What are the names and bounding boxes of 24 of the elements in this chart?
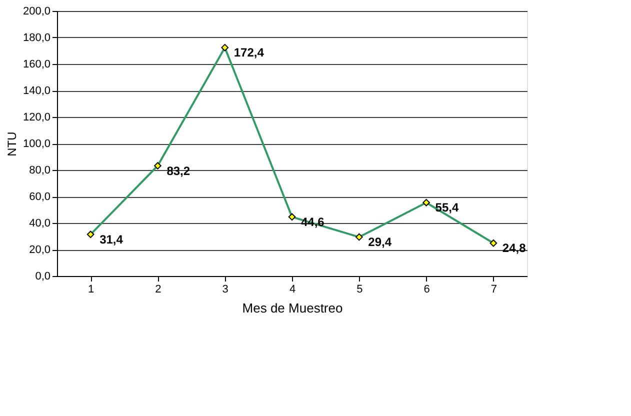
y-axis-title: NTU [4, 132, 19, 156]
y-tick-label: 180,0 [22, 32, 50, 44]
y-tick-label: 40,0 [29, 218, 50, 230]
x-tick-label: 5 [356, 284, 363, 296]
y-tick-label: 200,0 [22, 6, 50, 18]
y-tick-label: 100,0 [22, 138, 50, 150]
x-axis-title: Mes de Muestreo [242, 300, 343, 316]
x-tick-label: 2 [155, 284, 162, 296]
data-label: 172,4 [234, 46, 264, 60]
x-tick-label: 1 [88, 284, 94, 296]
y-tick-label: 140,0 [22, 85, 50, 97]
data-label: 31,4 [100, 232, 124, 246]
y-tick-label: 80,0 [29, 164, 50, 176]
y-tick-label: 120,0 [22, 112, 50, 124]
y-tick-label: 60,0 [29, 191, 50, 203]
y-tick-label: 0,0 [35, 270, 50, 282]
x-tick-label: 6 [424, 284, 430, 296]
data-label: 29,4 [368, 235, 392, 250]
x-tick-label: 4 [289, 284, 296, 296]
y-tick-label: 20,0 [29, 244, 50, 256]
x-tick-label: 7 [490, 284, 497, 296]
y-tick-label: 160,0 [22, 58, 50, 70]
x-tick-label: 3 [222, 284, 228, 296]
data-label: 55,4 [435, 200, 459, 215]
